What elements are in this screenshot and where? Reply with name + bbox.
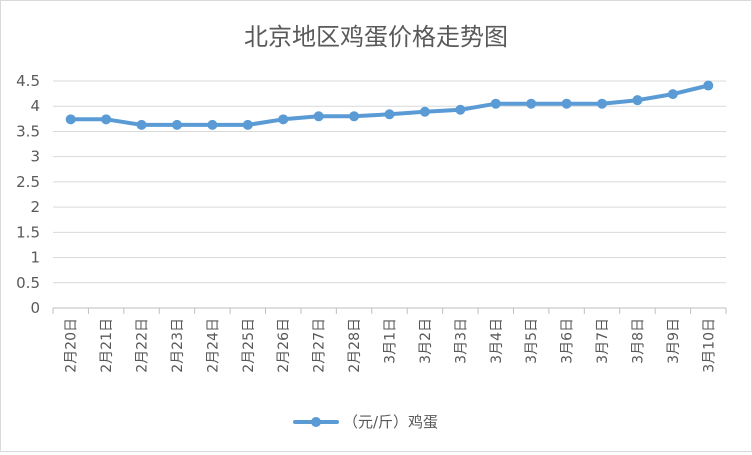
data-point [419, 106, 430, 117]
x-tick-label: 2月25日 [241, 318, 257, 373]
data-point [703, 80, 714, 91]
chart-title: 北京地区鸡蛋价格走势图 [244, 23, 508, 51]
y-tick-label: 4.5 [16, 72, 40, 90]
x-tick-label: 3月7日 [595, 318, 611, 364]
x-tick-label: 3月8日 [630, 318, 646, 364]
x-tick-label: 2月28日 [347, 318, 363, 373]
x-tick-label: 3月4日 [489, 318, 505, 364]
legend-marker-swatch [311, 417, 321, 427]
data-point [65, 114, 76, 125]
gridlines [53, 80, 726, 284]
y-tick-label: 1.5 [16, 223, 40, 241]
x-axis-ticks: 2月20日 2月21日 2月22日 2月23日 2月24日 2月25日 2月26日 2月27日… [64, 318, 718, 373]
legend-series-label: （元/斤）鸡蛋 [343, 413, 438, 431]
x-tick-label: 3月10日 [701, 318, 717, 373]
data-point [349, 111, 360, 122]
x-tick-label: 3月2日 [418, 318, 434, 364]
y-axis-ticks: 0 0.5 1 1.5 2 2.5 3 3.5 4 4.5 [16, 72, 40, 317]
data-point [136, 119, 147, 130]
data-point [242, 119, 253, 130]
x-tick-label: 3月3日 [453, 318, 469, 364]
data-point [597, 98, 608, 109]
y-tick-label: 3 [30, 148, 40, 166]
x-tick-label: 2月22日 [135, 318, 151, 373]
x-tick-label: 2月20日 [64, 318, 80, 373]
y-tick-label: 2.5 [16, 173, 40, 191]
y-tick-label: 0 [30, 299, 40, 317]
data-point [490, 98, 501, 109]
data-point [278, 114, 289, 125]
y-tick-label: 3.5 [16, 122, 40, 140]
data-point [101, 114, 112, 125]
y-tick-label: 1 [30, 249, 40, 267]
x-tick-label: 2月24日 [205, 318, 221, 373]
data-point [667, 89, 678, 100]
x-tick-label: 3月6日 [560, 318, 576, 364]
data-point [171, 119, 182, 130]
data-point [455, 104, 466, 115]
x-tick-label: 3月9日 [666, 318, 682, 364]
data-point [313, 111, 324, 122]
x-tick-label: 2月27日 [312, 318, 328, 373]
y-tick-label: 4 [30, 97, 40, 115]
legend: （元/斤）鸡蛋 [293, 413, 438, 431]
x-tick-label: 2月26日 [276, 318, 292, 373]
x-tick-label: 3月5日 [524, 318, 540, 364]
x-tick-label: 2月23日 [170, 318, 186, 373]
series-layer [65, 80, 714, 130]
y-tick-label: 0.5 [16, 274, 40, 292]
x-tick-label: 3月1日 [383, 318, 399, 364]
data-point [561, 98, 572, 109]
data-point [207, 119, 218, 130]
data-point [384, 109, 395, 120]
y-tick-label: 2 [30, 198, 40, 216]
data-point [526, 98, 537, 109]
data-point [632, 95, 643, 106]
axes [52, 307, 727, 314]
x-tick-label: 2月21日 [99, 318, 115, 373]
